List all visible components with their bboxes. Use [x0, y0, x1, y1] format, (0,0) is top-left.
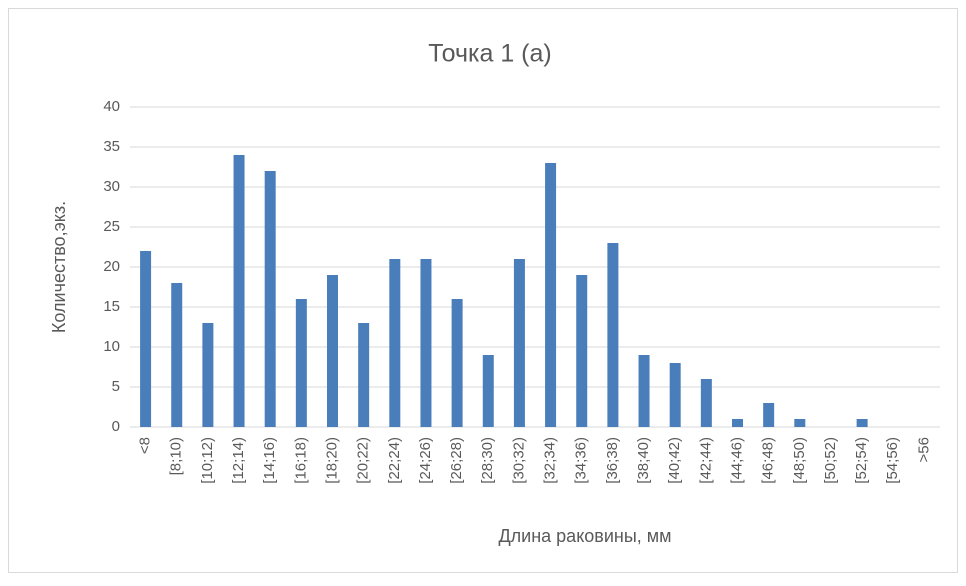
x-tick-label: [48;50) — [791, 437, 808, 484]
x-tick-label: [32;34) — [542, 437, 559, 484]
chart-title: Точка 1 (а) — [428, 40, 551, 68]
x-tick-label: [18;20) — [323, 437, 340, 484]
x-tick-label: [28;30) — [479, 437, 496, 484]
y-tick-label: 30 — [103, 178, 120, 195]
x-tick-label: [22;24) — [386, 437, 403, 484]
x-tick-label: [44;46) — [728, 437, 745, 484]
y-tick-label: 40 — [103, 98, 120, 115]
bar — [545, 163, 557, 427]
y-tick-label: 35 — [103, 138, 120, 155]
x-tick-label: [54;56) — [884, 437, 901, 484]
x-axis-label: Длина раковины, мм — [498, 526, 671, 546]
bar — [638, 355, 650, 427]
bar — [700, 379, 712, 427]
y-tick-label: 25 — [103, 218, 120, 235]
bar — [856, 419, 868, 427]
y-axis-label: Количество,экз. — [49, 201, 69, 333]
y-tick-label: 15 — [103, 298, 120, 315]
x-tick-label: [52;54) — [853, 437, 870, 484]
x-tick-label: [36;38) — [604, 437, 621, 484]
bar — [451, 299, 463, 427]
x-tick-label: [50;52) — [822, 437, 839, 484]
x-tick-label: [38;40) — [635, 437, 652, 484]
y-tick-label: 10 — [103, 338, 120, 355]
bar — [389, 259, 401, 427]
bar — [358, 323, 370, 427]
x-tick-label: [12;14) — [230, 437, 247, 484]
bar — [607, 243, 619, 427]
bar — [420, 259, 432, 427]
bar — [140, 251, 152, 427]
bar — [202, 323, 214, 427]
x-tick-label: [42;44) — [697, 437, 714, 484]
y-tick-label: 5 — [112, 378, 120, 395]
bar — [763, 403, 775, 427]
x-tick-label: <8 — [137, 437, 154, 454]
bar — [264, 171, 276, 427]
bar — [576, 275, 588, 427]
bar — [327, 275, 338, 427]
bar — [482, 355, 494, 427]
x-tick-label: [14;16) — [261, 437, 278, 484]
x-tick-label: [40;42) — [666, 437, 683, 484]
x-tick-label: [24;26) — [417, 437, 434, 484]
bar — [794, 419, 806, 427]
x-tick-label: [26;28) — [448, 437, 465, 484]
x-tick-label: [46;48) — [760, 437, 777, 484]
bar — [233, 155, 245, 427]
x-tick-label: [30;32) — [510, 437, 527, 484]
x-tick-label: >56 — [915, 437, 932, 462]
x-tick-label: [10;12) — [199, 437, 216, 484]
y-tick-label: 20 — [103, 258, 120, 275]
bar — [669, 363, 681, 427]
x-tick-label: [16;18) — [292, 437, 309, 484]
bar — [295, 299, 307, 427]
x-tick-label: [8;10) — [168, 437, 185, 475]
y-tick-label: 0 — [112, 418, 120, 435]
x-tick-label: [34;36) — [573, 437, 590, 484]
chart-border — [8, 8, 958, 573]
bar — [732, 419, 743, 427]
x-tick-label: [20;22) — [355, 437, 372, 484]
bar — [513, 259, 525, 427]
bar — [171, 283, 183, 427]
